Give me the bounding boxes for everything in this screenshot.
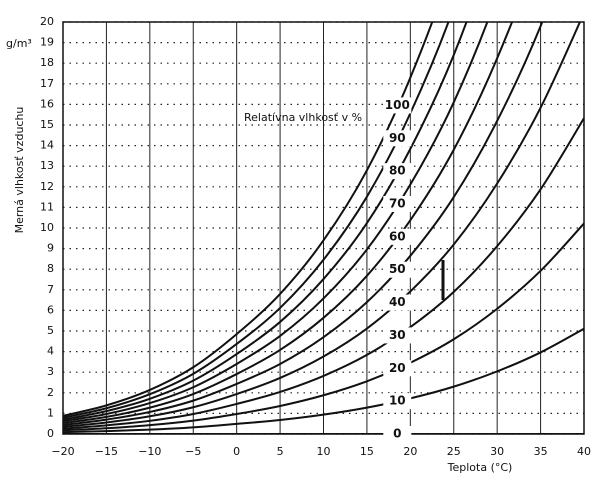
legend-bg [383,261,412,278]
y-tick-label: 4 [47,345,54,358]
y-tick-label: 3 [47,365,54,378]
y-tick-label: 12 [40,180,54,193]
legend-bg [383,294,412,311]
y-unit: g/m³ [6,37,32,50]
y-tick-label: 18 [40,56,54,69]
rh-curve [63,22,514,425]
rh-curve [63,22,450,419]
y-tick-label: 15 [40,118,54,131]
curves [63,22,584,434]
legend-label: 80 [389,164,406,178]
y-tick-label: 2 [47,386,54,399]
y-tick-label: 0 [47,427,54,440]
legend-bg [383,327,412,344]
x-tick-label: −15 [95,445,118,458]
legend-label: 60 [389,229,406,243]
x-tick-label: 0 [233,445,240,458]
y-tick-label: 17 [40,77,54,90]
x-tick-label: −5 [185,445,201,458]
rh-curve [63,222,584,432]
y-tick-label: 7 [47,283,54,296]
legend-bg [383,163,412,180]
x-tick-label: 15 [360,445,374,458]
legend-label: 50 [389,262,406,276]
legend-bg [383,393,412,410]
y-tick-label: 6 [47,303,54,316]
y-axis-label: Merná vlhkosť vzduchu [13,107,26,234]
x-axis-label: Teplota (°C) [447,461,513,474]
legend-label: 10 [389,394,406,408]
x-tick-label: 5 [277,445,284,458]
annotation: Relatívna vlhkosť v % [244,111,362,124]
y-tick-label: 1 [47,406,54,419]
x-tick-label: 25 [447,445,461,458]
y-tick-label: 16 [40,97,54,110]
x-tick-label: 10 [317,445,331,458]
x-tick-label: 35 [534,445,548,458]
legend-label: 20 [389,361,406,375]
legend-bg [383,360,412,377]
legend-bg [383,130,412,147]
x-tick-label: −10 [138,445,161,458]
legend-bg [383,228,412,245]
legend-label: 100 [385,98,410,112]
legend-label: 90 [389,131,406,145]
y-tick-label: 19 [40,36,54,49]
rh-curve [63,22,582,428]
y-tick-label: 20 [40,15,54,28]
y-tick-label: 11 [40,200,54,213]
rh-curve [63,22,468,421]
x-tick-label: 30 [490,445,504,458]
rh-curve [63,22,434,417]
legend-bg [383,426,412,442]
legend-label: 0 [393,427,401,441]
legend-label: 70 [389,197,406,211]
legend-bg [383,97,412,114]
rh-curve [63,327,584,434]
legend-label: 30 [389,328,406,342]
rh-curve [63,117,584,430]
y-tick-label: 13 [40,159,54,172]
y-tick-label: 10 [40,221,54,234]
x-tick-label: −20 [51,445,74,458]
y-tick-label: 5 [47,324,54,337]
legend-label: 40 [389,295,406,309]
x-tick-label: 20 [403,445,417,458]
rh-curve [63,22,544,426]
y-tick-label: 9 [47,242,54,255]
y-tick-label: 8 [47,262,54,275]
legend-bg [383,196,412,213]
y-tick-label: 14 [40,139,54,152]
x-tick-label: 40 [577,445,591,458]
rh-curve [63,22,489,423]
